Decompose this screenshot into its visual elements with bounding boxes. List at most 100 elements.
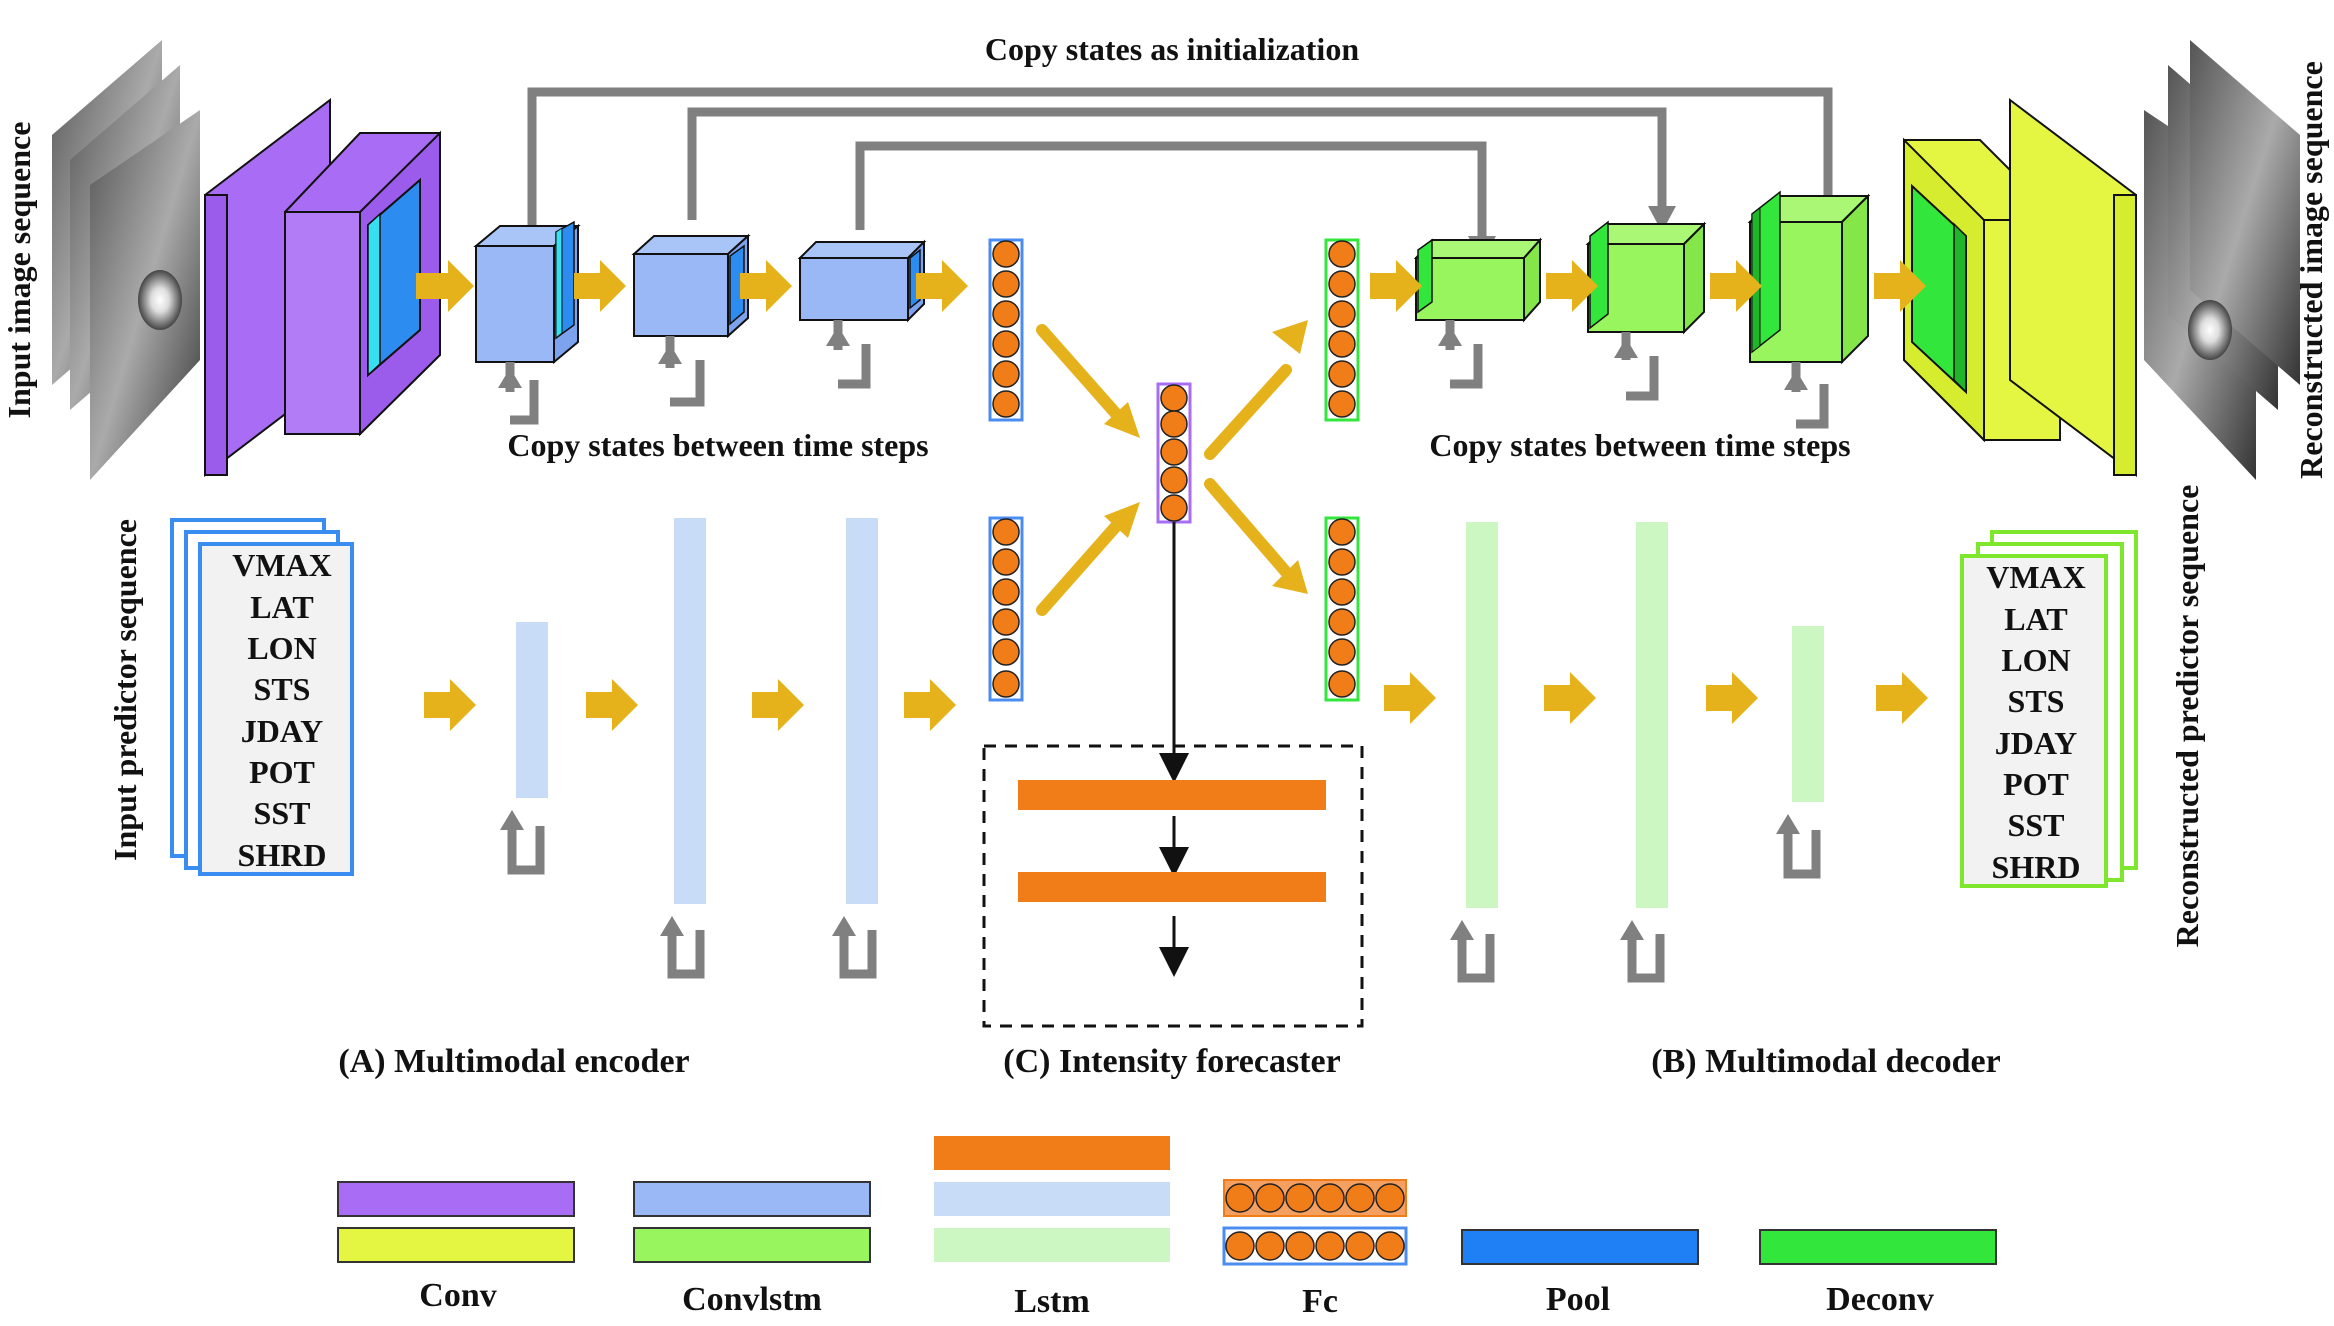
reconstructed-predictor-stack (1960, 530, 2138, 888)
decoder-conv-block-2 (2009, 97, 2137, 478)
bottom-copy-loop-arrows (500, 810, 1800, 940)
arrow-right-icon (1544, 672, 1596, 724)
legend-lstm: Lstm (934, 1136, 1170, 1320)
fc-encoder-bottom (988, 516, 1024, 702)
predictor-item: LON (2001, 642, 2070, 678)
fc-encoder-top (988, 238, 1024, 422)
loop-arrow-icon (1614, 338, 1638, 358)
arrow-right-icon (1876, 672, 1928, 724)
arrow-down-right-icon (1104, 402, 1140, 438)
arrow-right-icon (904, 679, 956, 731)
arrow-right-icon (424, 679, 476, 731)
legend-convlstm: Convlstm (633, 1181, 871, 1318)
encoder-convlstm-1 (473, 220, 581, 365)
legend-pool-label: Pool (1546, 1281, 1610, 1318)
predictor-item: STS (254, 671, 311, 707)
reconstructed-image-stack (2144, 40, 2300, 480)
predictor-item: POT (249, 754, 315, 790)
encoder-convlstm-3 (797, 239, 927, 323)
copy-steps-left-label: Copy states between time steps (507, 427, 928, 463)
input-image-label: Input image sequence (1, 122, 37, 419)
top-copy-loops (505, 320, 1829, 429)
decoder-lstm-bar (1466, 522, 1498, 908)
arrow-down-icon (1648, 206, 1676, 232)
arrow-right-icon (740, 260, 792, 312)
forecaster-lstm-1 (1018, 780, 1326, 810)
arrow-right-icon (1710, 260, 1762, 312)
decoder-lstm-bar (1792, 626, 1824, 802)
decoder-convlstm-1 (1413, 237, 1543, 323)
predictor-item: LON (247, 630, 316, 666)
top-flow-arrows (416, 260, 1926, 312)
fusion-arrows (1036, 324, 1292, 616)
legend-lstm-label: Lstm (1014, 1283, 1090, 1320)
predictor-item: POT (2003, 766, 2069, 802)
predictor-item: VMAX (232, 547, 332, 583)
arrow-right-icon (752, 679, 804, 731)
copy-init-label: Copy states as initialization (985, 31, 1359, 67)
legend-deconv: Deconv (1759, 1229, 1997, 1318)
arrow-right-icon (416, 260, 474, 312)
fc-decoder-top (1324, 238, 1360, 422)
encoder-lstm-bar (516, 622, 548, 798)
encoder-section-label: (A) Multimodal encoder (338, 1043, 689, 1080)
loop-arrow-icon (1776, 814, 1800, 834)
reconstructed-predictor-list: VMAX LAT LON STS JDAY POT SST SHRD (1986, 559, 2086, 885)
legend-pool: Pool (1461, 1229, 1699, 1318)
predictor-item: SST (2008, 807, 2065, 843)
arrow-right-icon (586, 679, 638, 731)
reconstructed-image-label: Reconstructed image sequence (2293, 61, 2329, 479)
legend-fc-label: Fc (1302, 1283, 1338, 1320)
predictor-item: LAT (2004, 601, 2067, 637)
bottom-flow-arrows (424, 672, 1928, 731)
arrow-right-icon (1874, 260, 1926, 312)
arrow-down-right-icon (1272, 560, 1308, 594)
predictor-item: JDAY (241, 713, 323, 749)
legend-fc: Fc (1222, 1179, 1408, 1320)
legend-deconv-label: Deconv (1826, 1281, 1934, 1318)
loop-arrow-icon (826, 326, 850, 346)
encoder-lstm-bar (846, 518, 878, 904)
loop-arrow-icon (498, 368, 522, 388)
input-predictor-label: Input predictor sequence (107, 519, 143, 861)
predictor-item: SST (254, 795, 311, 831)
loop-arrow-icon (660, 916, 684, 936)
predictor-item: LAT (250, 589, 313, 625)
decoder-convlstm-3 (1747, 190, 1871, 365)
fusion-arrowheads (1104, 320, 1308, 594)
arrow-right-icon (574, 260, 626, 312)
arrow-right-icon (1546, 260, 1598, 312)
arrow-right-icon (1370, 260, 1422, 312)
fc-bottleneck (1156, 382, 1192, 524)
predictor-item: SHRD (238, 837, 327, 873)
copy-steps-right-label: Copy states between time steps (1429, 427, 1850, 463)
forecaster-lstm-2 (1018, 872, 1326, 902)
legend-conv: Conv (337, 1181, 575, 1314)
input-predictor-stack (170, 518, 354, 876)
loop-arrow-icon (1450, 920, 1474, 940)
loop-arrow-icon (832, 916, 856, 936)
input-image-stack (52, 40, 200, 480)
loop-arrow-icon (658, 344, 682, 364)
legend-convlstm-label: Convlstm (682, 1281, 822, 1318)
predictor-item: VMAX (1986, 559, 2086, 595)
predictor-item: JDAY (1995, 725, 2077, 761)
copy-init-connectors (527, 87, 1833, 240)
arrow-up-right-icon (1104, 502, 1140, 538)
predictor-item: STS (2008, 683, 2065, 719)
arrow-right-icon (916, 260, 968, 312)
arrow-right-icon (1384, 672, 1436, 724)
reconstructed-predictor-label: Reconstructed predictor sequence (2169, 485, 2205, 948)
legend: Conv Convlstm Lstm Fc (337, 1136, 1997, 1320)
legend-conv-label: Conv (419, 1277, 496, 1314)
encoder-convlstm-2 (631, 233, 751, 339)
fc-decoder-bottom (1324, 516, 1360, 702)
top-copy-loop-arrows (498, 326, 1808, 390)
forecaster-section-label: (C) Intensity forecaster (1003, 1043, 1340, 1080)
loop-arrow-icon (1438, 326, 1462, 346)
decoder-convlstm-2 (1585, 220, 1707, 335)
arrow-right-icon (1706, 672, 1758, 724)
decoder-lstm-bar (1636, 522, 1668, 908)
encoder-lstm-bar (674, 518, 706, 904)
